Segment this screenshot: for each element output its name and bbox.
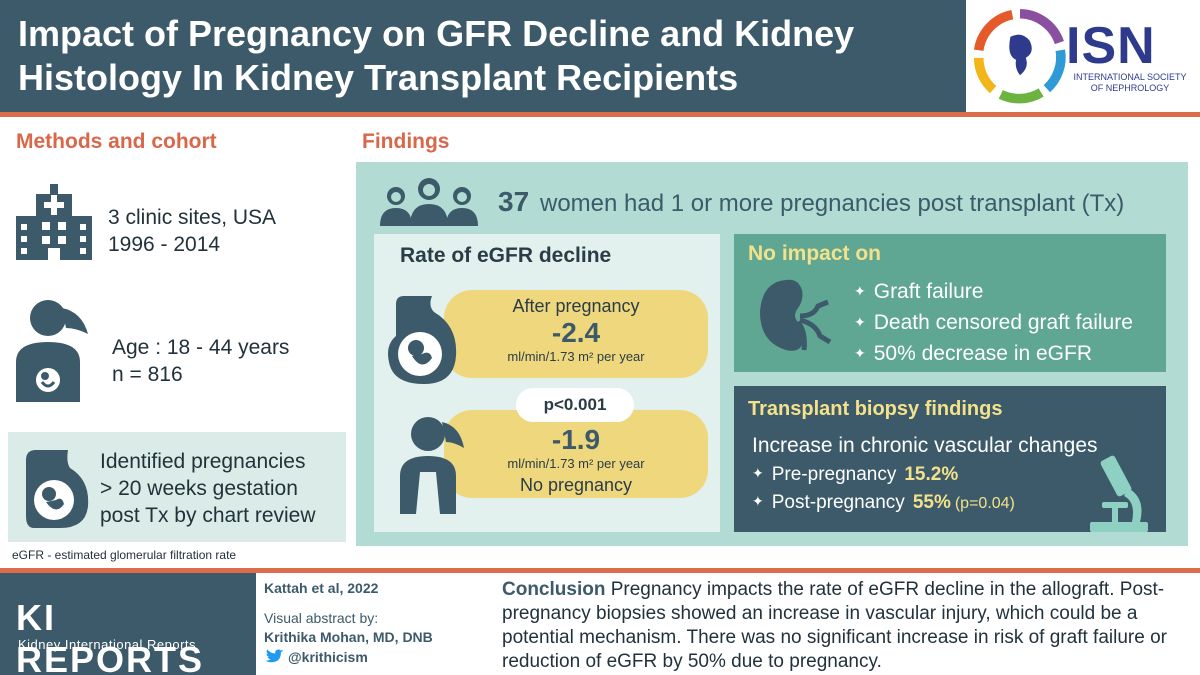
abstract-by-label: Visual abstract by: (264, 610, 379, 626)
kidney-icon (760, 279, 832, 351)
hospital-icon (16, 184, 92, 260)
criteria-line-1: Identified pregnancies (100, 450, 306, 473)
criteria-line-3: post Tx by chart review (100, 504, 316, 527)
cohort-size-line: n = 816 (112, 363, 183, 386)
post-pregnancy-row: ✦ Post-pregnancy 55% (p=0.04) (752, 492, 1015, 514)
sites-line: 3 clinic sites, USA (108, 206, 277, 229)
pre-pregnancy-row: ✦ Pre-pregnancy 15.2% (752, 464, 958, 486)
header-divider (0, 112, 1200, 117)
women-group-icon (380, 178, 478, 226)
no-pregnancy-unit: ml/min/1.73 m² per year (507, 456, 645, 471)
twitter-bird-icon (265, 649, 284, 663)
biopsy-subtitle: Increase in chronic vascular changes (752, 434, 1098, 457)
sparkle-icon: ✦ (854, 283, 866, 299)
pre-pregnancy-label: Pre-pregnancy (771, 464, 897, 485)
after-pregnancy-value: -2.4 (551, 317, 601, 348)
microscope-icon (1090, 455, 1148, 532)
twitter-handle-row[interactable]: @krithicism (264, 649, 492, 665)
years-line: 1996 - 2014 (108, 233, 221, 256)
age-info: Age : 18 - 44 years n = 816 (112, 334, 289, 388)
fetus-belly-icon (26, 450, 89, 528)
sparkle-icon: ✦ (752, 465, 764, 481)
no-pregnancy-pill: -1.9 ml/min/1.73 m² per year No pregnanc… (444, 410, 708, 498)
no-pregnancy-value: -1.9 (551, 424, 601, 455)
sparkle-icon: ✦ (854, 345, 866, 361)
egfr-panel-title: Rate of eGFR decline (400, 244, 612, 267)
journal-title: KI REPORTS (16, 597, 205, 675)
after-pregnancy-pill: After pregnancy -2.4 ml/min/1.73 m² per … (444, 290, 708, 378)
page-title: Impact of Pregnancy on GFR Decline and K… (18, 13, 855, 98)
findings-heading: Findings (362, 130, 450, 153)
no-impact-list: ✦ Graft failure ✦ Death censored graft fai… (854, 276, 1133, 369)
after-pregnancy-unit: ml/min/1.73 m² per year (507, 349, 645, 364)
biopsy-findings-panel: Transplant biopsy findings Increase in c… (734, 386, 1166, 532)
conclusion-text: Pregnancy impacts the rate of eGFR decli… (502, 579, 1167, 672)
pregnancy-headline: women had 1 or more pregnancies post tra… (540, 190, 1125, 217)
methods-heading: Methods and cohort (16, 130, 217, 153)
criteria-line-2: > 20 weeks gestation (100, 477, 298, 500)
list-item: ✦ Death censored graft failure (854, 311, 1133, 334)
isn-logo: ISN INTERNATIONAL SOCIETY OF NEPHROLOGY (966, 0, 1200, 112)
criteria-text: Identified pregnancies > 20 weeks gestat… (100, 448, 316, 529)
age-line: Age : 18 - 44 years (112, 336, 290, 359)
isn-logo-text: ISN (1066, 17, 1156, 75)
credits: Kattah et al, 2022 Visual abstract by: K… (264, 580, 492, 665)
after-pregnancy-label: After pregnancy (512, 296, 640, 316)
post-pregnancy-p-value: (p=0.04) (954, 495, 1015, 512)
footer-divider (0, 568, 1200, 573)
journal-subtitle: Kidney International Reports (18, 637, 197, 652)
isn-globe-icon (973, 8, 1066, 104)
findings-panel: 37 women had 1 or more pregnancies post … (356, 162, 1188, 546)
ki-reports-logo: KI REPORTS Kidney International Reports (0, 573, 256, 675)
post-pregnancy-value: 55% (912, 492, 951, 513)
pregnant-belly-icon (388, 296, 457, 384)
twitter-handle[interactable]: @krithicism (288, 649, 368, 665)
post-pregnancy-label: Post-pregnancy (771, 492, 905, 513)
conclusion-heading: Conclusion (502, 579, 606, 600)
isn-logo-subtitle: INTERNATIONAL SOCIETY OF NEPHROLOGY (1073, 72, 1187, 93)
pre-pregnancy-value: 15.2% (904, 464, 959, 485)
pregnancy-count: 37 (498, 186, 530, 217)
header-banner: Impact of Pregnancy on GFR Decline and K… (0, 0, 1200, 112)
biopsy-title: Transplant biopsy findings (748, 398, 1003, 420)
p-value-badge: p<0.001 (516, 388, 634, 422)
no-impact-panel: No impact on ✦ Graft failure ✦ Death censo… (734, 234, 1166, 372)
sites-info: 3 clinic sites, USA 1996 - 2014 (108, 204, 276, 258)
no-impact-title: No impact on (748, 242, 882, 265)
list-item: ✦ Graft failure (854, 280, 984, 303)
sparkle-icon: ✦ (752, 493, 764, 509)
sparkle-icon: ✦ (854, 314, 866, 330)
woman-icon (400, 417, 464, 514)
list-item: ✦ 50% decrease in eGFR (854, 342, 1093, 365)
citation: Kattah et al, 2022 (264, 580, 379, 596)
no-pregnancy-label: No pregnancy (519, 475, 633, 495)
egfr-decline-panel: Rate of eGFR decline After pregnancy -2.… (374, 234, 720, 532)
abbreviation-note: eGFR - estimated glomerular filtration r… (12, 548, 237, 562)
pregnant-woman-icon (16, 300, 88, 402)
author-name: Krithika Mohan, MD, DNB (264, 629, 433, 645)
criteria-box: Identified pregnancies > 20 weeks gestat… (8, 432, 346, 542)
conclusion: Conclusion Pregnancy impacts the rate of… (502, 578, 1192, 674)
